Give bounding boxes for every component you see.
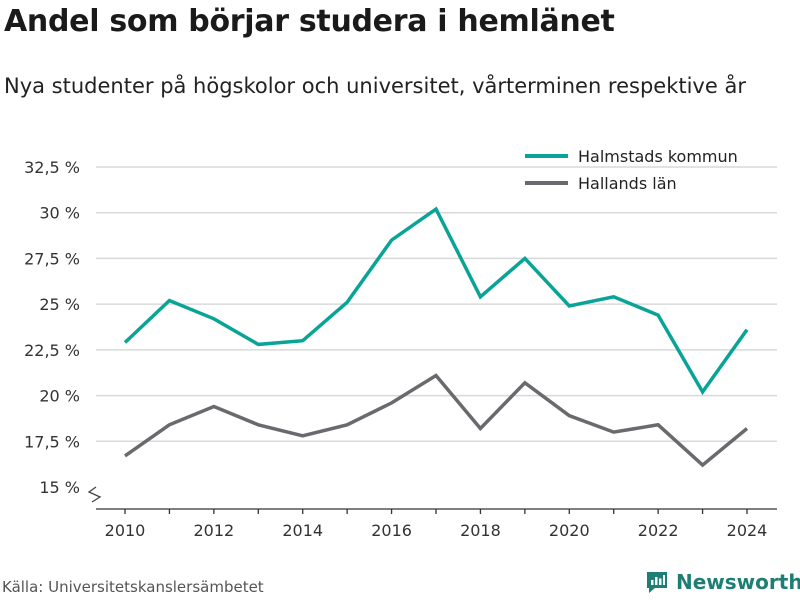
y-tick-label: 30 % [39,204,80,223]
x-tick-label: 2016 [371,521,412,540]
brand-name: Newsworthy [676,570,800,594]
x-tick-label: 2014 [282,521,323,540]
y-tick-label: 22,5 % [24,341,80,360]
series-line-hallands-län [123,373,749,468]
y-tick-label: 20 % [39,387,80,406]
legend-label: Halmstads kommun [578,147,738,166]
x-tick-label: 2022 [638,521,679,540]
brand-logo: Newsworthy [644,569,800,595]
axis-break-mark [87,486,102,503]
grid-lines [96,166,777,443]
y-tick-label: 32,5 % [24,158,80,177]
x-tick-label: 2020 [549,521,590,540]
legend: Halmstads kommun Hallands län [525,147,738,193]
x-tick-label: 2024 [727,521,768,540]
x-tick-label: 2018 [460,521,501,540]
legend-label: Hallands län [578,174,677,193]
y-tick-label: 17,5 % [24,432,80,451]
x-tick-label: 2012 [193,521,234,540]
y-tick-label: 27,5 % [24,249,80,268]
chart-subtitle: Nya studenter på högskolor och universit… [4,74,746,98]
source-note: Källa: Universitetskanslersämbetet [2,578,264,596]
newsworthy-logo-icon [647,572,667,593]
x-tick-label: 2010 [105,521,146,540]
y-tick-label: 15 % [39,478,80,497]
y-tick-label: 25 % [39,295,80,314]
axes: 15 % 17,5 % 20 % 22,5 % 25 % 27,5 % 30 % 32,5 %… [24,158,777,540]
series-lines [123,206,749,468]
series-line-halmstads-kommun [123,206,749,396]
chart-title: Andel som börjar studera i hemlänet [4,4,615,39]
